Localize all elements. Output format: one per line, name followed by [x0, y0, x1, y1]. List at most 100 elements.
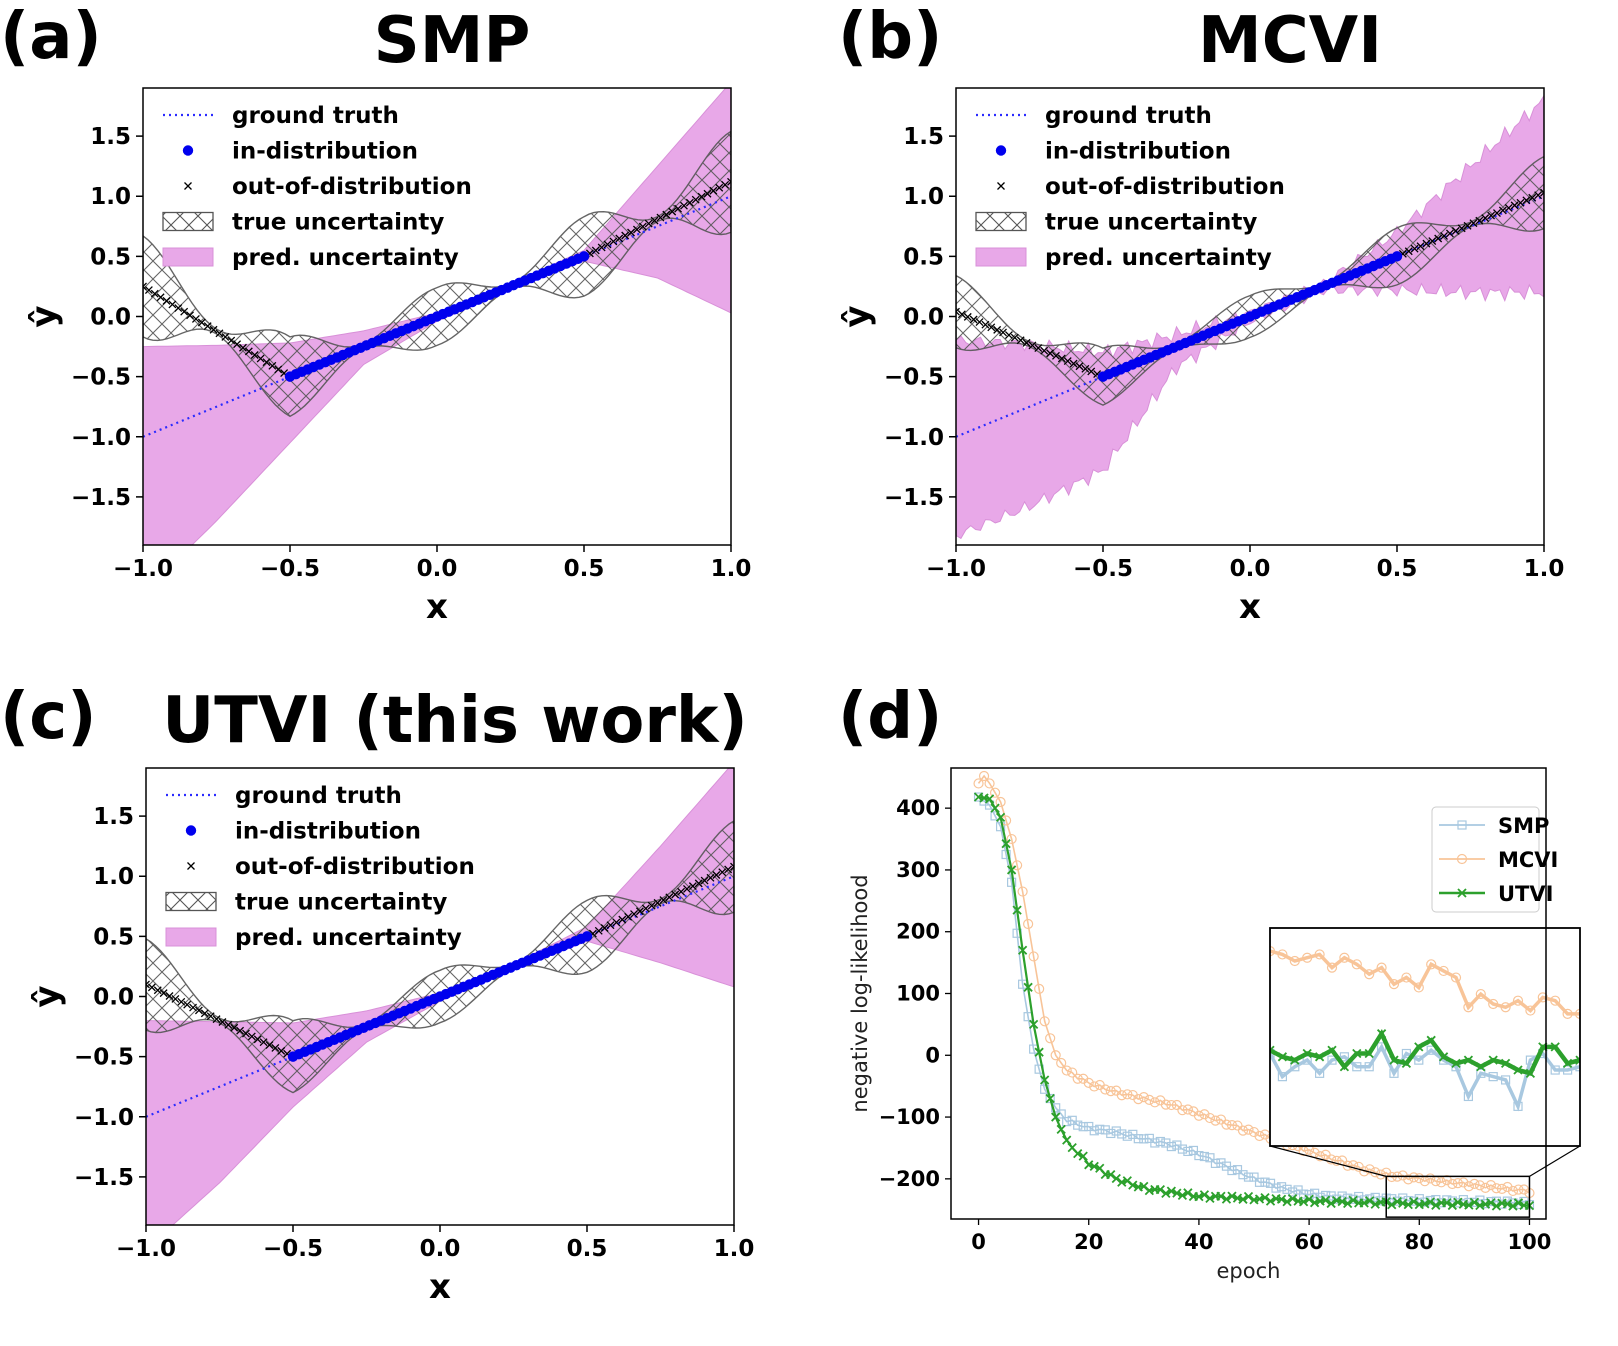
ood-point [250, 351, 259, 359]
chart-panel-d: 0 20 40 60 80 100 −200 −100 0 100 200 300 400 epoch ne… [848, 767, 1581, 1283]
marker-square [1051, 1103, 1061, 1113]
ood-point [156, 293, 165, 302]
ood-point [253, 1035, 262, 1044]
marker-circle [1034, 983, 1045, 994]
ood-point [665, 893, 674, 902]
ood-point [1046, 349, 1055, 358]
marker-circle [1177, 1105, 1188, 1116]
in-distribution-point [578, 251, 590, 262]
marker-x [1447, 1200, 1457, 1211]
series-line-mcvi [977, 774, 1530, 1194]
marker-circle [1017, 886, 1028, 897]
ood-point [697, 192, 706, 201]
marker-circle [1215, 1114, 1227, 1125]
marker-circle [1270, 946, 1276, 957]
marker-x [1453, 1197, 1463, 1207]
ood-point [1498, 206, 1507, 215]
ood-point [277, 1046, 286, 1055]
legend-box [1431, 806, 1540, 913]
marker-x [1128, 1180, 1138, 1190]
ood-point [1451, 226, 1460, 235]
marker-x [1488, 1055, 1498, 1065]
x-tick-label: −0.5 [260, 556, 320, 582]
marker-circle [1488, 998, 1499, 1010]
marker-circle [1302, 952, 1313, 963]
marker-square [1040, 1084, 1050, 1094]
ood-point [677, 887, 686, 896]
marker-x [1500, 1058, 1511, 1069]
marker-square [1348, 1194, 1358, 1204]
marker-x [1414, 1042, 1424, 1052]
ood-point [174, 304, 183, 313]
chart-panel-b: −1.0 −0.5 0.0 0.5 1.0 −1.5 −1.0 −0.5 0.0 0.5 1.0 1.… [837, 87, 1564, 627]
legend-label: in-distribution [232, 139, 418, 165]
marker-circle [1326, 1154, 1337, 1165]
marker-x [1438, 1052, 1449, 1062]
legend-swatch-true-uncertainty [162, 211, 214, 232]
legend-label: pred. uncertainty [232, 245, 459, 271]
ood-point [262, 358, 271, 367]
marker-x [1463, 1055, 1474, 1065]
panel-title-utvi: UTVI (this work) [162, 684, 747, 758]
y-axis-label: ŷ [24, 305, 64, 327]
legend-label: ground truth [235, 783, 402, 809]
marker-circle [1388, 979, 1400, 990]
ood-point [956, 307, 960, 316]
marker-circle [1226, 1120, 1238, 1131]
marker-x [1051, 1112, 1061, 1122]
marker-circle [1401, 972, 1412, 983]
marker-square [1337, 1191, 1347, 1201]
marker-circle [1339, 952, 1350, 963]
marker-circle [1447, 1178, 1458, 1190]
legend-label: out-of-distribution [232, 174, 472, 200]
marker-x [1290, 1055, 1300, 1065]
panel-title-smp: SMP [374, 4, 531, 78]
x-tick-label: 100 [1508, 1230, 1552, 1254]
x-tick-label: 0.5 [567, 1236, 608, 1262]
marker-circle [1537, 992, 1548, 1003]
legend-label: out-of-distribution [235, 854, 475, 880]
zoom-connector [1269, 1145, 1387, 1177]
ood-point [615, 234, 624, 243]
ood-point [703, 189, 712, 198]
marker-x [1172, 1188, 1182, 1198]
marker-x [1006, 865, 1017, 875]
marker-square [1314, 1068, 1325, 1078]
marker-x [1464, 1200, 1474, 1210]
x-tick-label: −0.5 [1073, 556, 1133, 582]
ood-point [674, 204, 683, 213]
legend-swatch-pred-uncertainty [975, 247, 1027, 267]
ood-point [999, 328, 1007, 337]
ood-point [671, 890, 680, 899]
marker-square [1117, 1129, 1127, 1139]
marker-x [1327, 1045, 1337, 1055]
legend-swatch-out-of-distribution [184, 182, 192, 190]
true-uncertainty-band [956, 155, 1544, 406]
marker-x [1387, 1200, 1397, 1210]
legend-label: ground truth [232, 103, 399, 129]
marker-square [1290, 1062, 1300, 1072]
ood-point [963, 312, 972, 321]
true-uncertainty-band [146, 820, 734, 1094]
marker-square [1326, 1191, 1336, 1201]
marker-circle [1364, 969, 1375, 980]
marker-square [1298, 1189, 1309, 1199]
y-tick-label: −1.5 [884, 485, 944, 511]
y-tick-label: −1.0 [74, 1105, 134, 1131]
y-tick-label: 0.0 [903, 305, 944, 331]
ood-point [242, 1029, 250, 1038]
marker-square [1227, 1165, 1237, 1176]
marker-square [1365, 1194, 1375, 1204]
marker-circle [989, 787, 1001, 798]
ood-point [206, 1012, 215, 1021]
marker-square [1550, 1065, 1560, 1075]
x-tick-label: 20 [1074, 1230, 1103, 1254]
ood-point [591, 246, 600, 255]
marker-circle [1171, 1099, 1182, 1111]
ood-point [200, 1009, 209, 1018]
ood-point [168, 300, 177, 309]
ood-point [638, 222, 647, 231]
ood-point [1510, 201, 1519, 210]
marker-x [1339, 1062, 1350, 1072]
panel-letter-d: (d) [838, 680, 942, 754]
